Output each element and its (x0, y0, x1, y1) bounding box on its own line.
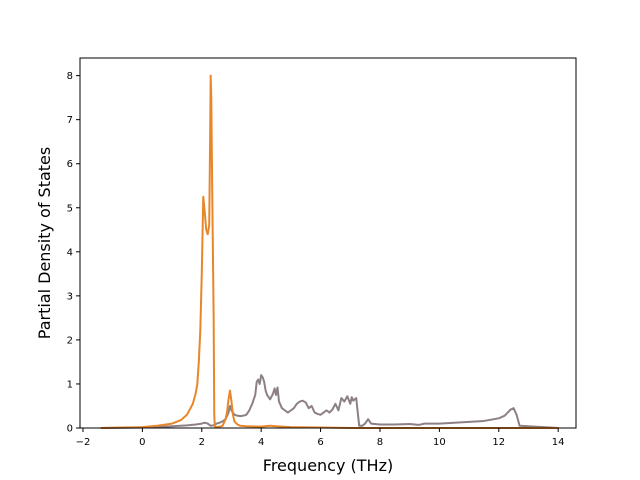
y-axis-label: Partial Density of States (35, 147, 54, 339)
y-tick-label: 5 (67, 203, 73, 214)
series-line-2 (100, 74, 559, 429)
y-tick-label: 0 (67, 424, 73, 435)
x-tick-label: 4 (258, 437, 264, 448)
x-tick-label: 8 (377, 437, 383, 448)
plot-area (80, 58, 576, 428)
x-axis-label: Frequency (THz) (263, 456, 393, 475)
x-tick-label: 14 (552, 437, 565, 448)
x-tick-label: 6 (317, 437, 323, 448)
y-tick-label: 2 (67, 335, 73, 346)
x-tick-label: −2 (76, 437, 91, 448)
x-tick-label: 10 (433, 437, 446, 448)
y-tick-label: 6 (67, 159, 73, 170)
plot-frame (79, 57, 577, 429)
y-tick-label: 3 (67, 291, 73, 302)
y-tick-label: 1 (67, 379, 73, 390)
x-tick-label: 0 (139, 437, 145, 448)
y-tick-label: 8 (67, 71, 73, 82)
x-tick-label: 12 (492, 437, 505, 448)
y-tick-label: 4 (67, 247, 73, 258)
series-layer (100, 74, 559, 429)
y-tick-label: 7 (67, 115, 73, 126)
x-tick-label: 2 (199, 437, 205, 448)
